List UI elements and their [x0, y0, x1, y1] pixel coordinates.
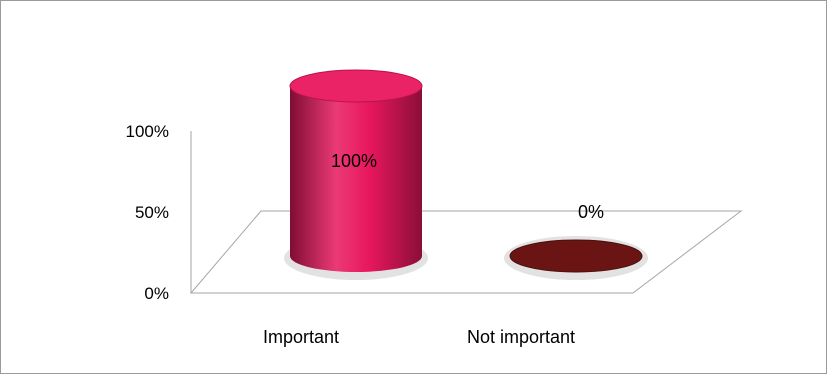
floor-plane [189, 210, 743, 294]
labels-layer: 0% 50% 100% 100% Important 0% Not important [126, 122, 604, 347]
bar-not-important [509, 239, 643, 273]
axes-layer [189, 131, 743, 294]
y-tick-label: 100% [126, 122, 169, 141]
data-label: 100% [331, 151, 377, 171]
y-tick-label: 50% [135, 203, 169, 222]
x-category-label: Not important [467, 327, 575, 347]
bar-important [290, 86, 422, 272]
data-label: 0% [578, 202, 604, 222]
marks-layer [284, 69, 648, 280]
x-category-label: Important [263, 327, 339, 347]
bar-top [289, 69, 423, 103]
y-tick-label: 0% [144, 284, 169, 303]
